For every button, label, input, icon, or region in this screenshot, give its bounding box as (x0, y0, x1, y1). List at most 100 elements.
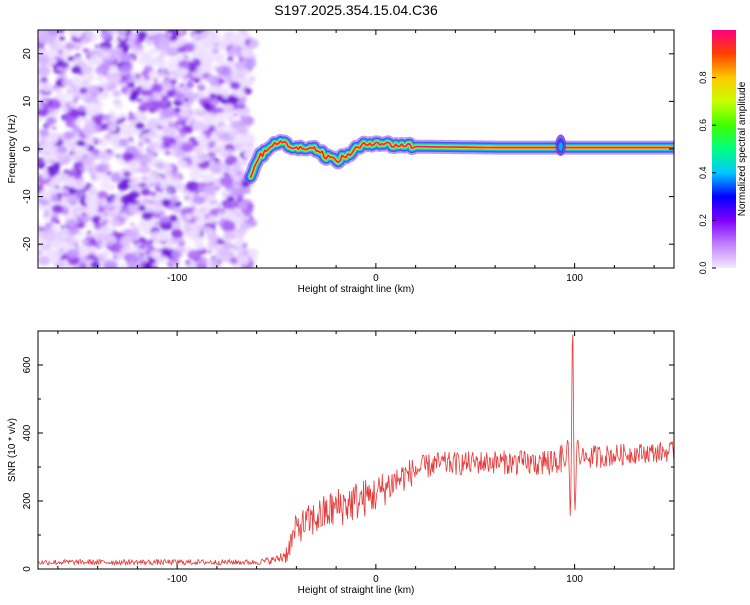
spectrogram-y-tick-label: -10 (22, 189, 33, 204)
noise-blob (60, 157, 67, 162)
noise-blob (130, 93, 138, 100)
spectrogram-y-tick-label: 20 (22, 48, 33, 60)
noise-blob (43, 231, 58, 242)
noise-blob (108, 205, 115, 211)
noise-blob (63, 189, 69, 193)
noise-blob (66, 194, 79, 204)
noise-blob (206, 196, 215, 204)
noise-blob (127, 159, 142, 171)
noise-blob (108, 125, 117, 132)
noise-blob (185, 181, 200, 192)
noise-blob (68, 226, 80, 235)
noise-blob (195, 242, 205, 251)
noise-blob (126, 262, 131, 266)
noise-blob (88, 248, 96, 254)
noise-blob (189, 121, 195, 126)
noise-blob (177, 124, 183, 129)
noise-blob (99, 245, 105, 249)
noise-blob (178, 160, 189, 168)
noise-blob (148, 175, 154, 179)
noise-blob (135, 253, 140, 257)
noise-blob (66, 218, 78, 228)
noise-blob (184, 213, 193, 220)
noise-blob (50, 194, 60, 202)
noise-blob (165, 183, 171, 188)
noise-blob (103, 133, 112, 140)
noise-blob (153, 78, 159, 83)
colorbar: 0.0 0.2 0.4 0.6 0.8 Normalized spectral ampl… (698, 30, 748, 274)
noise-blob (53, 253, 58, 257)
noise-blob (192, 153, 206, 164)
noise-blob (246, 203, 255, 210)
noise-blob (38, 222, 43, 229)
noise-blob (231, 186, 245, 198)
noise-blob (194, 218, 205, 227)
noise-blob (100, 30, 113, 40)
snr-panel: -100 0 100 0 200 400 600 Height of straight l… (7, 330, 675, 596)
noise-blob (219, 244, 224, 248)
noise-blob (68, 188, 78, 195)
noise-blob (149, 239, 154, 244)
noise-blob (98, 211, 104, 215)
noise-blob (102, 80, 111, 86)
noise-blob (215, 256, 221, 261)
noise-blob (126, 228, 140, 239)
noise-blob (56, 42, 63, 48)
noise-blob (223, 172, 228, 176)
noise-blob (184, 196, 190, 201)
noise-blob (186, 71, 192, 75)
noise-blob (97, 190, 108, 199)
noise-blob (221, 241, 233, 251)
noise-blob (82, 125, 96, 136)
noise-blob (83, 236, 97, 247)
noise-blob (154, 200, 163, 208)
noise-blob (214, 107, 219, 112)
noise-blob (136, 97, 144, 104)
noise-blob (40, 77, 48, 83)
noise-blob (176, 152, 182, 157)
noise-blob (194, 190, 200, 195)
noise-blob (213, 250, 220, 256)
spectrogram-y-tick-label: 10 (22, 95, 33, 107)
noise-blob (114, 103, 124, 110)
noise-blob (69, 108, 81, 118)
noise-blob (173, 92, 183, 100)
noise-blob (182, 125, 194, 134)
noise-blob (143, 257, 149, 262)
noise-blob (234, 239, 246, 248)
noise-blob (231, 72, 246, 83)
noise-blob (197, 84, 206, 91)
noise-blob (141, 175, 149, 182)
noise-blob (138, 205, 146, 212)
colorbar-label: Normalized spectral amplitude (737, 81, 748, 216)
noise-blob (147, 90, 154, 96)
noise-blob (129, 139, 135, 144)
noise-blob (190, 219, 196, 224)
noise-blob (58, 36, 65, 41)
noise-blob (99, 225, 113, 236)
noise-blob (81, 71, 95, 83)
noise-blob (214, 55, 223, 62)
noise-blob (238, 30, 249, 36)
noise-blob (133, 48, 143, 56)
noise-blob (196, 136, 206, 144)
noise-blob (38, 184, 44, 191)
noise-blob (100, 181, 112, 190)
noise-blob (140, 188, 151, 197)
noise-blob (82, 263, 88, 268)
noise-blob (74, 41, 83, 49)
noise-blob (68, 138, 75, 144)
snr-x-axis-label: Height of straight line (km) (298, 585, 415, 596)
noise-blob (120, 117, 126, 122)
noise-blob (200, 37, 214, 48)
noise-blob (63, 176, 77, 187)
noise-blob (38, 249, 44, 255)
noise-blob (212, 48, 219, 54)
spectrogram-noise-region (38, 30, 259, 268)
snr-x-ticks: -100 0 100 (57, 331, 655, 585)
noise-blob (84, 144, 90, 149)
noise-blob (207, 241, 218, 250)
noise-blob (187, 249, 202, 261)
noise-blob (38, 54, 50, 65)
